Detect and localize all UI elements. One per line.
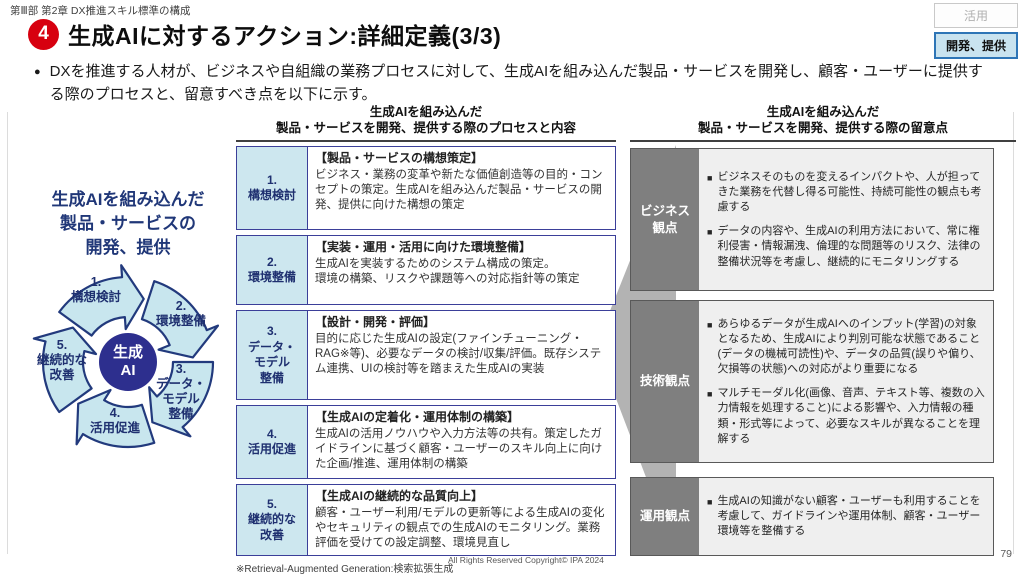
square-bullet-icon: ■ bbox=[707, 389, 713, 400]
view-mode-badges: 活用 開発、提供 bbox=[934, 3, 1018, 59]
process-step-cell: 4. 活用促進 bbox=[237, 406, 308, 479]
note-item: ■ ビジネスそのものを変えるインパクトや、人が担ってきた業務を代替し得る可能性、… bbox=[707, 170, 985, 216]
process-heading: 【設計・開発・評価】 bbox=[315, 315, 436, 330]
process-row-5: 5. 継続的な 改善 【生成AIの継続的な品質向上】 顧客・ユーザー利用/モデル… bbox=[236, 484, 616, 557]
square-bullet-icon: ■ bbox=[707, 172, 713, 183]
cycle-center-circle bbox=[99, 333, 157, 391]
process-rows: 1. 構想検討 【製品・サービスの構想策定】 ビジネス・業務の変革や新たな価値創… bbox=[236, 146, 616, 557]
process-column-header: 生成AIを組み込んだ 製品・サービスを開発、提供する際のプロセスと内容 bbox=[236, 105, 616, 143]
cycle-arrow-segment bbox=[148, 360, 215, 438]
process-body: 目的に応じた生成AIの設定(ファインチューニング・RAG※等)、必要なデータの検… bbox=[315, 332, 602, 375]
note-text: あらゆるデータが生成AIへのインプット(学習)の対象となるため、生成AIにより判… bbox=[717, 317, 981, 376]
notes-boxes: ビジネス 観点 ■ ビジネスそのものを変えるインパクトや、人が担ってきた業務を代… bbox=[630, 148, 994, 557]
cycle-step-4: 4. 活用促進 bbox=[89, 406, 140, 435]
notes-label: 技術観点 bbox=[631, 301, 699, 463]
square-bullet-icon: ■ bbox=[707, 319, 713, 330]
rag-footnote: ※Retrieval-Augmented Generation:検索拡張生成 bbox=[236, 564, 454, 575]
note-item: ■ 生成AIの知識がない顧客・ユーザーも利用することを考慮して、ガイドラインや運… bbox=[707, 494, 985, 540]
cycle-step-1: 1. 構想検討 bbox=[70, 275, 121, 304]
process-heading: 【生成AIの継続的な品質向上】 bbox=[315, 489, 484, 504]
page-number: 79 bbox=[1000, 548, 1012, 560]
note-item: ■ マルチモーダル化(画像、音声、テキスト等、複数の入力情報を処理すること)によ… bbox=[707, 386, 985, 447]
cycle-title: 生成AIを組み込んだ 製品・サービスの 開発、提供 bbox=[51, 190, 205, 257]
process-content-cell: 【実装・運用・活用に向けた環境整備】 生成AIを実装するためのシステム構成の策定… bbox=[308, 236, 615, 304]
square-bullet-icon: ■ bbox=[707, 496, 713, 507]
page-title-row: 4 生成AIに対するアクション:詳細定義(3/3) bbox=[28, 17, 501, 51]
cycle-step-2: 2. 環境整備 bbox=[155, 299, 206, 328]
intro-text: DXを推進する人材が、ビジネスや自組織の業務プロセスに対して、生成AIを組み込ん… bbox=[49, 63, 983, 103]
right-edge-divider bbox=[1013, 112, 1014, 554]
notes-box-operation: 運用観点 ■ 生成AIの知識がない顧客・ユーザーも利用することを考慮して、ガイド… bbox=[630, 477, 994, 557]
cycle-arrow-segment bbox=[58, 264, 145, 337]
badge-kaihatsu-teikyou: 開発、提供 bbox=[934, 32, 1018, 59]
intro-paragraph: ● DXを推進する人材が、ビジネスや自組織の業務プロセスに対して、生成AIを組み… bbox=[34, 61, 990, 106]
cycle-arrow-segment bbox=[140, 280, 220, 359]
cycle-arrows bbox=[32, 264, 220, 449]
notes-column-header: 生成AIを組み込んだ 製品・サービスを開発、提供する際の留意点 bbox=[630, 105, 1016, 143]
process-body: 生成AIの活用ノウハウや入力方法等の共有。策定したガイドラインに基づく顧客・ユー… bbox=[315, 427, 603, 470]
notes-content: ■ ビジネスそのものを変えるインパクトや、人が担ってきた業務を代替し得る可能性、… bbox=[699, 149, 993, 290]
process-row-1: 1. 構想検討 【製品・サービスの構想策定】 ビジネス・業務の変革や新たな価値創… bbox=[236, 146, 616, 231]
notes-box-business: ビジネス 観点 ■ ビジネスそのものを変えるインパクトや、人が担ってきた業務を代… bbox=[630, 148, 994, 292]
breadcrumb: 第Ⅲ部 第2章 DX推進スキル標準の構成 bbox=[10, 5, 191, 17]
notes-box-technical: 技術観点 ■ あらゆるデータが生成AIへのインプット(学習)の対象となるため、生… bbox=[630, 300, 994, 464]
process-content-cell: 【設計・開発・評価】 目的に応じた生成AIの設定(ファインチューニング・RAG※… bbox=[308, 311, 615, 399]
badge-katsuyou: 活用 bbox=[934, 3, 1018, 28]
notes-content: ■ あらゆるデータが生成AIへのインプット(学習)の対象となるため、生成AIによ… bbox=[699, 301, 993, 462]
process-heading: 【生成AIの定着化・運用体制の構築】 bbox=[315, 410, 520, 425]
notes-label: ビジネス 観点 bbox=[631, 149, 699, 291]
process-step-cell: 5. 継続的な 改善 bbox=[237, 485, 308, 556]
bullet-dot-icon: ● bbox=[34, 66, 41, 78]
process-content-cell: 【生成AIの継続的な品質向上】 顧客・ユーザー利用/モデルの更新等による生成AI… bbox=[308, 485, 615, 555]
left-edge-divider bbox=[7, 112, 8, 554]
cycle-step-5: 5. 継続的な 改善 bbox=[36, 338, 87, 382]
cycle-diagram bbox=[32, 264, 220, 449]
note-item: ■ あらゆるデータが生成AIへのインプット(学習)の対象となるため、生成AIによ… bbox=[707, 317, 985, 378]
notes-label: 運用観点 bbox=[631, 478, 699, 556]
process-step-cell: 3. データ・ モデル 整備 bbox=[237, 311, 308, 400]
cycle-arrow-segment bbox=[75, 388, 156, 449]
notes-column: 生成AIを組み込んだ 製品・サービスを開発、提供する際の留意点 ビジネス 観点 … bbox=[630, 105, 1016, 557]
process-body: 生成AIを実装するためのシステム構成の策定。 環境の構築、リスクや課題等への対応… bbox=[315, 257, 580, 285]
process-row-3: 3. データ・ モデル 整備 【設計・開発・評価】 目的に応じた生成AIの設定(… bbox=[236, 310, 616, 401]
process-row-2: 2. 環境整備 【実装・運用・活用に向けた環境整備】 生成AIを実装するためのシ… bbox=[236, 235, 616, 306]
process-content-cell: 【生成AIの定着化・運用体制の構築】 生成AIの活用ノウハウや入力方法等の共有。… bbox=[308, 406, 615, 478]
note-text: マルチモーダル化(画像、音声、テキスト等、複数の入力情報を処理すること)による影… bbox=[717, 387, 985, 445]
cycle-center-label: 生成 AI bbox=[112, 344, 143, 379]
copyright-text: All Rights Reserved Copyright© IPA 2024 bbox=[448, 555, 604, 565]
process-column: 生成AIを組み込んだ 製品・サービスを開発、提供する際のプロセスと内容 1. 構… bbox=[236, 105, 616, 575]
process-heading: 【実装・運用・活用に向けた環境整備】 bbox=[315, 240, 532, 255]
page-title: 生成AIに対するアクション:詳細定義(3/3) bbox=[68, 23, 502, 49]
square-bullet-icon: ■ bbox=[707, 227, 713, 238]
note-text: データの内容や、生成AIの利用方法において、常に権利侵害・情報漏洩、倫理的な問題… bbox=[717, 225, 981, 268]
note-text: ビジネスそのものを変えるインパクトや、人が担ってきた業務を代替し得る可能性、持続… bbox=[717, 170, 982, 214]
note-item: ■ データの内容や、生成AIの利用方法において、常に権利侵害・情報漏洩、倫理的な… bbox=[707, 224, 985, 270]
cycle-step-3: 3. データ・ モデル 整備 bbox=[155, 362, 206, 421]
process-heading: 【製品・サービスの構想策定】 bbox=[315, 151, 484, 166]
process-body: 顧客・ユーザー利用/モデルの更新等による生成AIの変化やセキュリティの観点での生… bbox=[315, 506, 605, 549]
section-number-badge: 4 bbox=[28, 18, 59, 50]
process-row-4: 4. 活用促進 【生成AIの定着化・運用体制の構築】 生成AIの活用ノウハウや入… bbox=[236, 405, 616, 480]
process-step-cell: 1. 構想検討 bbox=[237, 147, 308, 230]
process-step-cell: 2. 環境整備 bbox=[237, 236, 308, 305]
cycle-arrow-segment bbox=[32, 326, 98, 414]
process-body: ビジネス・業務の変革や新たな価値創造等の目的・コンセプトの策定。生成AIを組み込… bbox=[315, 168, 603, 211]
process-content-cell: 【製品・サービスの構想策定】 ビジネス・業務の変革や新たな価値創造等の目的・コン… bbox=[308, 147, 615, 229]
notes-content: ■ 生成AIの知識がない顧客・ユーザーも利用することを考慮して、ガイドラインや運… bbox=[699, 478, 993, 555]
note-text: 生成AIの知識がない顧客・ユーザーも利用することを考慮して、ガイドラインや運用体… bbox=[717, 494, 981, 538]
